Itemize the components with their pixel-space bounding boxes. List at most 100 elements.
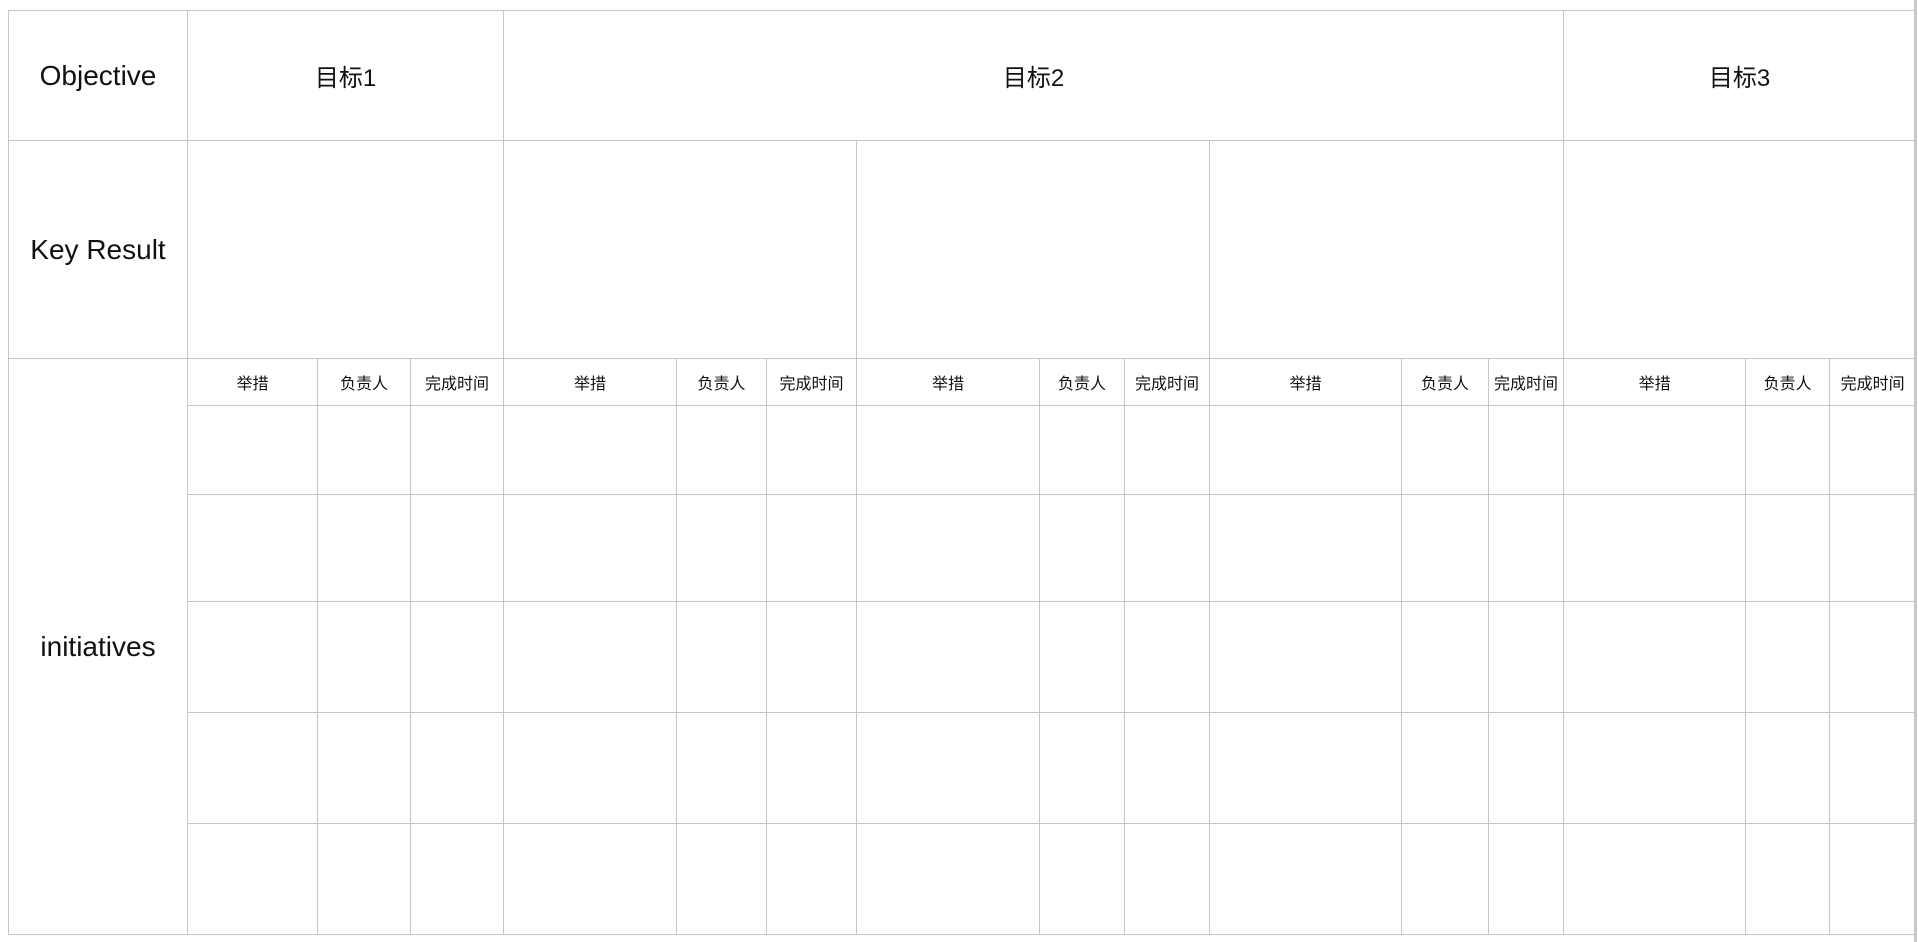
initiative-cell[interactable]	[187, 494, 318, 602]
initiative-row	[9, 712, 1917, 824]
initiative-cell[interactable]	[856, 823, 1041, 935]
initiative-cell[interactable]	[1039, 823, 1126, 935]
initiative-cell[interactable]	[1488, 494, 1565, 602]
initiative-cell[interactable]	[766, 823, 858, 935]
initiative-cell[interactable]	[766, 494, 858, 602]
initiative-cell[interactable]	[1829, 494, 1917, 602]
initiative-cell[interactable]	[1563, 823, 1747, 935]
initiative-cell[interactable]	[1124, 494, 1211, 602]
column-header-deadline: 完成时间	[409, 358, 505, 406]
initiative-cell[interactable]	[409, 494, 505, 602]
column-header-measure: 举措	[1563, 358, 1747, 406]
key-result-cell-2[interactable]	[503, 140, 858, 359]
initiative-cell[interactable]	[1401, 494, 1490, 602]
initiative-cell[interactable]	[766, 405, 858, 495]
key-result-row: Key Result	[8, 140, 1917, 359]
initiative-cell[interactable]	[1745, 494, 1831, 602]
initiative-cell[interactable]	[503, 601, 678, 713]
initiative-cell[interactable]	[676, 823, 768, 935]
initiative-cell[interactable]	[1039, 601, 1126, 713]
initiative-row	[9, 405, 1917, 495]
initiative-cell[interactable]	[503, 823, 678, 935]
initiative-cell[interactable]	[1829, 712, 1917, 824]
initiative-row	[9, 823, 1917, 935]
initiative-cell[interactable]	[1401, 405, 1490, 495]
initiative-cell[interactable]	[1401, 601, 1490, 713]
objective-cell-1[interactable]: 目标1	[186, 10, 505, 141]
initiative-cell[interactable]	[1829, 601, 1917, 713]
initiative-cell[interactable]	[1563, 405, 1747, 495]
column-header-measure: 举措	[856, 358, 1041, 406]
initiative-cell[interactable]	[1124, 601, 1211, 713]
column-header-owner: 负责人	[1745, 358, 1831, 406]
initiative-cell[interactable]	[1829, 823, 1917, 935]
initiative-cell[interactable]	[187, 601, 318, 713]
initiative-cell[interactable]	[856, 601, 1041, 713]
initiative-cell[interactable]	[409, 823, 505, 935]
initiative-cell[interactable]	[1209, 823, 1403, 935]
initiative-cell[interactable]	[317, 494, 411, 602]
initiative-cell[interactable]	[187, 405, 318, 495]
initiative-cell[interactable]	[676, 494, 768, 602]
column-header-measure: 举措	[1209, 358, 1403, 406]
initiative-cell[interactable]	[503, 405, 678, 495]
objective-cell-3[interactable]: 目标3	[1563, 10, 1917, 141]
initiative-cell[interactable]	[317, 823, 411, 935]
initiative-cell[interactable]	[766, 601, 858, 713]
objective-cell-2[interactable]: 目标2	[503, 10, 1565, 141]
initiative-cell[interactable]	[409, 601, 505, 713]
initiative-cell[interactable]	[317, 712, 411, 824]
key-result-cell-4[interactable]	[1209, 140, 1565, 359]
initiative-cell[interactable]	[1124, 823, 1211, 935]
initiative-cell[interactable]	[1401, 823, 1490, 935]
initiative-cell[interactable]	[317, 601, 411, 713]
initiative-cell[interactable]	[1209, 405, 1403, 495]
initiative-cell[interactable]	[676, 405, 768, 495]
initiative-cell[interactable]	[187, 823, 318, 935]
initiative-cell[interactable]	[1039, 494, 1126, 602]
initiative-cell[interactable]	[1039, 712, 1126, 824]
key-result-cell-3[interactable]	[856, 140, 1211, 359]
initiative-cell[interactable]	[856, 494, 1041, 602]
initiative-cell[interactable]	[1563, 601, 1747, 713]
initiative-cell[interactable]	[856, 712, 1041, 824]
initiative-cell[interactable]	[1124, 712, 1211, 824]
initiative-cell[interactable]	[1039, 405, 1126, 495]
initiative-cell[interactable]	[1488, 601, 1565, 713]
initiative-cell[interactable]	[187, 712, 318, 824]
initiative-cell[interactable]	[1829, 405, 1917, 495]
initiative-cell[interactable]	[503, 494, 678, 602]
initiative-cell[interactable]	[1745, 405, 1831, 495]
initiative-cell[interactable]	[409, 405, 505, 495]
objective-label: Objective	[8, 10, 188, 141]
initiative-cell[interactable]	[503, 712, 678, 824]
key-result-cell-1[interactable]	[186, 140, 505, 359]
initiative-cell[interactable]	[1563, 494, 1747, 602]
initiative-cell[interactable]	[1209, 712, 1403, 824]
initiative-cell[interactable]	[1745, 823, 1831, 935]
initiative-cell[interactable]	[1488, 405, 1565, 495]
column-header-owner: 负责人	[1039, 358, 1126, 406]
column-header-deadline: 完成时间	[766, 358, 858, 406]
initiative-cell[interactable]	[1401, 712, 1490, 824]
initiative-cell[interactable]	[317, 405, 411, 495]
initiative-cell[interactable]	[1209, 494, 1403, 602]
key-result-cell-5[interactable]	[1563, 140, 1917, 359]
initiative-cell[interactable]	[1124, 405, 1211, 495]
initiative-cell[interactable]	[766, 712, 858, 824]
initiative-cell[interactable]	[409, 712, 505, 824]
initiative-cell[interactable]	[1209, 601, 1403, 713]
initiative-cell[interactable]	[1563, 712, 1747, 824]
initiative-cell[interactable]	[1745, 712, 1831, 824]
initiative-cell[interactable]	[676, 712, 768, 824]
initiative-cell[interactable]	[1488, 712, 1565, 824]
initiative-row	[9, 601, 1917, 713]
initiative-cell[interactable]	[856, 405, 1041, 495]
column-header-measure: 举措	[503, 358, 678, 406]
initiative-cell[interactable]	[676, 601, 768, 713]
initiative-cell[interactable]	[1745, 601, 1831, 713]
initiative-cell[interactable]	[1488, 823, 1565, 935]
okr-table: Objective 目标1 目标2 目标3 Key Result initiat…	[8, 10, 1917, 935]
initiative-row	[9, 494, 1917, 602]
